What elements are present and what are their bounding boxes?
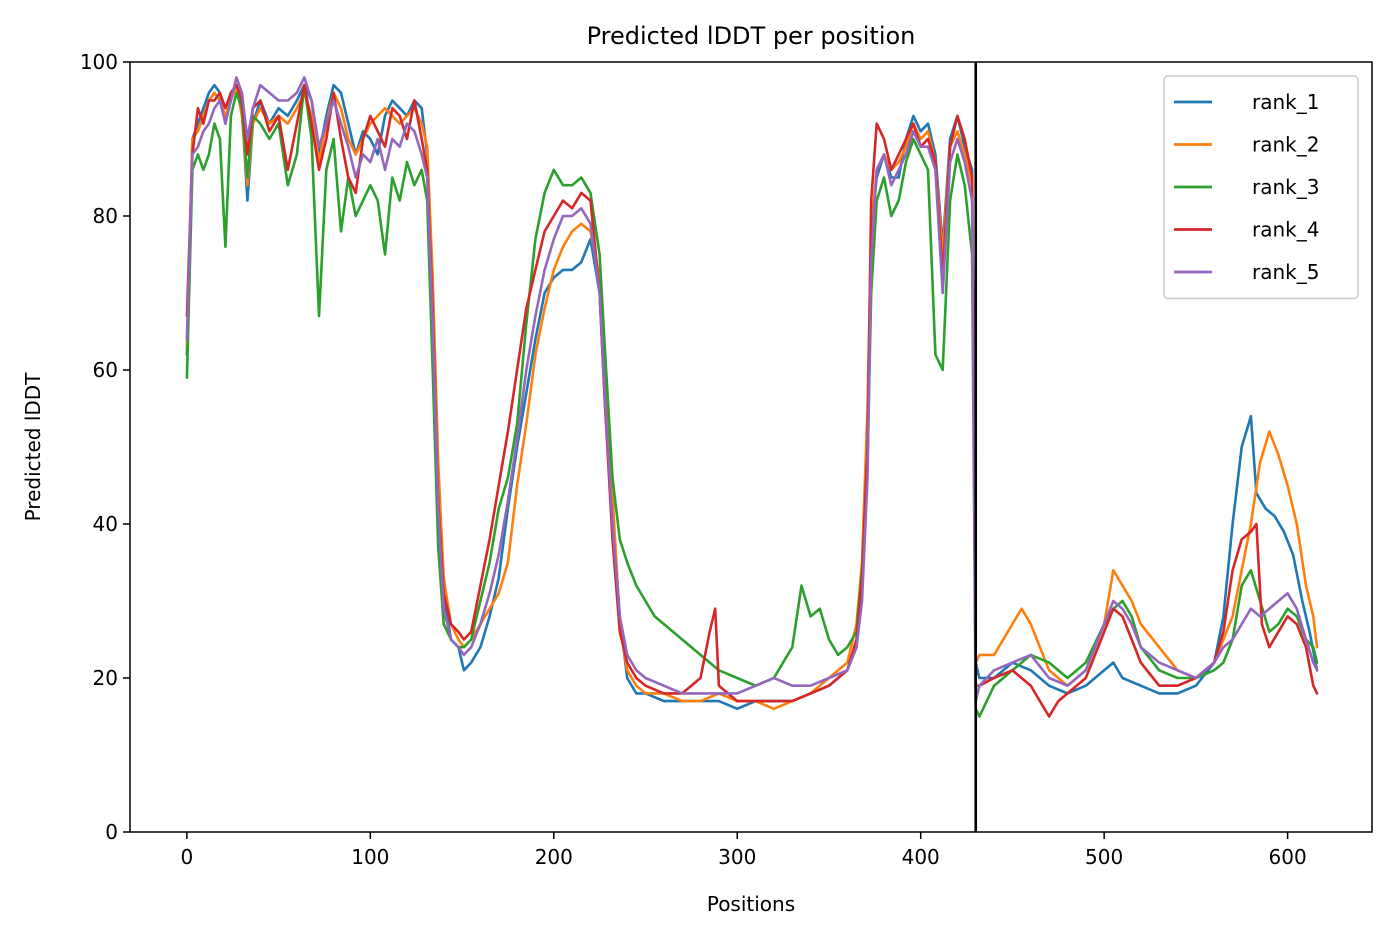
x-axis-title: Positions — [707, 892, 795, 916]
legend-label-rank-3: rank_3 — [1252, 175, 1319, 199]
plot-area — [185, 62, 1319, 832]
x-tick-label: 300 — [718, 845, 756, 869]
x-tick-label: 100 — [351, 845, 389, 869]
y-tick-label: 60 — [93, 358, 118, 382]
x-tick-label: 400 — [902, 845, 940, 869]
x-tick-label: 600 — [1269, 845, 1307, 869]
legend-label-rank-2: rank_2 — [1252, 133, 1319, 157]
y-tick-label: 40 — [93, 512, 118, 536]
axes: 0 100 200 300 400 500 600 0 20 40 60 80 100 — [80, 50, 1373, 869]
series-line-rank-3 — [185, 83, 1319, 718]
plot-frame — [129, 61, 1373, 833]
series-line-rank-4 — [185, 83, 1319, 718]
x-tick-label: 0 — [181, 845, 194, 869]
y-axis-title: Predicted lDDT — [21, 372, 45, 522]
y-tick-label: 20 — [93, 666, 118, 690]
chart-title: Predicted lDDT per position — [587, 22, 916, 50]
legend-label-rank-1: rank_1 — [1252, 90, 1319, 114]
y-tick-label: 100 — [80, 50, 118, 74]
legend-box — [1163, 75, 1359, 300]
series-line-rank-5 — [185, 76, 1319, 703]
legend-label-rank-5: rank_5 — [1252, 260, 1319, 284]
y-tick-label: 0 — [105, 820, 118, 844]
x-tick-label: 200 — [535, 845, 573, 869]
legend: rank_1 rank_2 rank_3 rank_4 rank_5 — [1163, 75, 1359, 300]
legend-label-rank-4: rank_4 — [1252, 218, 1319, 242]
y-tick-label: 80 — [93, 204, 118, 228]
x-tick-label: 500 — [1085, 845, 1123, 869]
